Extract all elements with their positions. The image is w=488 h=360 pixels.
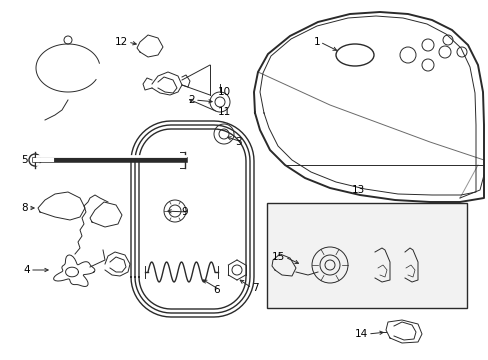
Text: 12: 12	[115, 37, 128, 47]
Text: 7: 7	[251, 283, 258, 293]
Text: 4: 4	[23, 265, 30, 275]
Text: 15: 15	[271, 252, 285, 262]
Text: 5: 5	[21, 155, 28, 165]
Text: 14: 14	[354, 329, 367, 339]
Text: 1: 1	[313, 37, 319, 47]
Text: 8: 8	[21, 203, 28, 213]
Text: 6: 6	[213, 285, 220, 295]
Bar	[266, 203, 466, 308]
Text: 13: 13	[351, 185, 364, 195]
Text: 3: 3	[235, 137, 242, 147]
Text: 11: 11	[218, 107, 231, 117]
Text: 10: 10	[218, 87, 231, 97]
Text: 9: 9	[181, 207, 187, 217]
Text: 2: 2	[188, 95, 195, 105]
